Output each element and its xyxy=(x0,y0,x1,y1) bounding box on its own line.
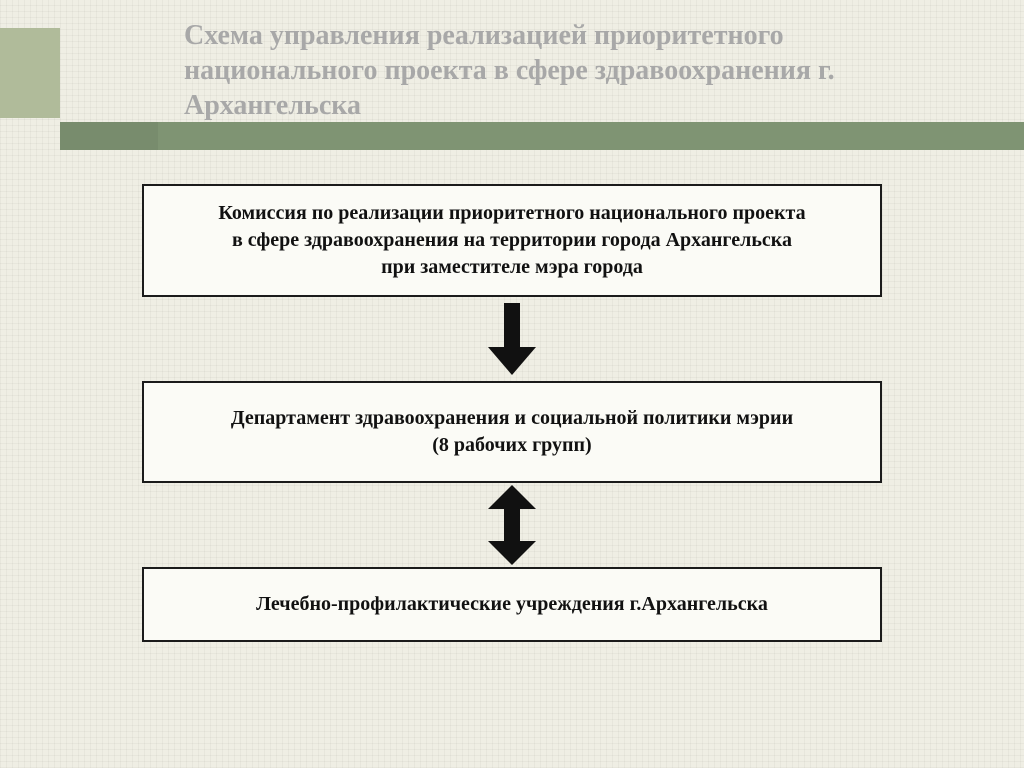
flowchart: Комиссия по реализации приоритетного нац… xyxy=(0,160,1024,768)
arrow-down-icon xyxy=(488,303,536,375)
flowchart-node-institutions: Лечебно-профилактические учреждения г.Ар… xyxy=(142,567,882,642)
node-line: (8 рабочих групп) xyxy=(168,432,856,459)
title-band-segment xyxy=(60,122,158,150)
title-band xyxy=(60,122,1024,150)
node-line: Департамент здравоохранения и социальной… xyxy=(168,405,856,432)
node-line: Лечебно-профилактические учреждения г.Ар… xyxy=(168,591,856,618)
flowchart-edge-2 xyxy=(488,483,536,567)
flowchart-edge-1 xyxy=(488,297,536,381)
flowchart-node-department: Департамент здравоохранения и социальной… xyxy=(142,381,882,483)
node-line: при заместителе мэра города xyxy=(168,254,856,281)
node-line: Комиссия по реализации приоритетного нац… xyxy=(168,200,856,227)
arrow-updown-icon xyxy=(488,485,536,565)
flowchart-node-commission: Комиссия по реализации приоритетного нац… xyxy=(142,184,882,297)
node-line: в сфере здравоохранения на территории го… xyxy=(168,227,856,254)
accent-block xyxy=(0,28,60,118)
slide-title: Схема управления реализацией приоритетно… xyxy=(184,18,984,123)
